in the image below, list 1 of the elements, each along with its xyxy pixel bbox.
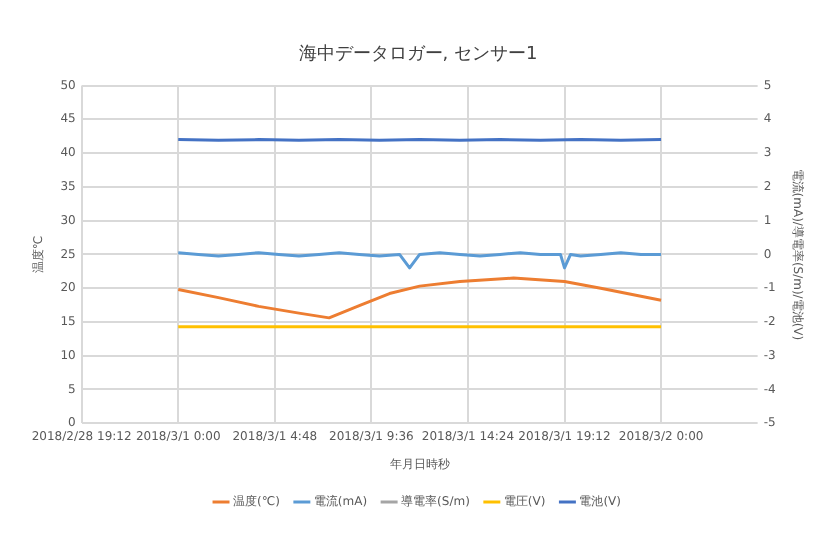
chart-title: 海中データロガー, センサー1 [298, 43, 538, 66]
